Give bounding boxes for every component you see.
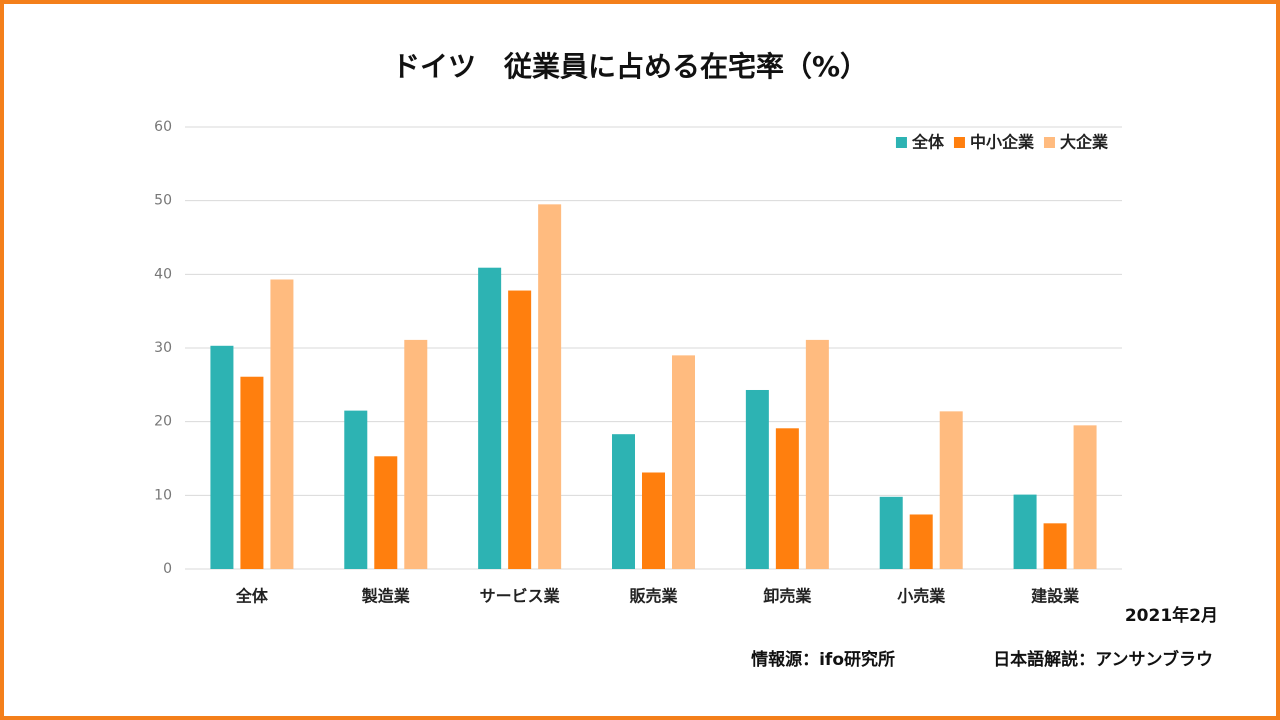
- bar: [642, 472, 665, 569]
- bar: [1073, 425, 1097, 569]
- bar: [1013, 494, 1037, 569]
- bar: [1043, 523, 1067, 569]
- bar: [508, 290, 532, 569]
- x-tick-label: 製造業: [361, 587, 411, 606]
- x-tick-label: 小売業: [897, 587, 946, 606]
- legend-label: 中小企業: [970, 133, 1035, 152]
- credit-note: 日本語解説：アンサンブラウ: [993, 649, 1213, 670]
- bar: [538, 204, 562, 569]
- y-tick-label: 0: [163, 561, 172, 577]
- legend-swatch: [1043, 137, 1055, 148]
- bar: [909, 514, 933, 569]
- bar: [775, 428, 799, 569]
- bar: [270, 279, 294, 569]
- bar: [805, 339, 829, 569]
- legend-label: 大企業: [1060, 133, 1109, 152]
- y-tick-label: 50: [154, 193, 172, 209]
- bar: [210, 345, 234, 569]
- y-tick-label: 60: [154, 119, 172, 135]
- date-note: 2021年2月: [1125, 605, 1218, 626]
- x-tick-label: 販売業: [629, 587, 678, 606]
- legend-swatch: [895, 137, 907, 148]
- bar: [344, 410, 368, 569]
- legend-label: 全体: [911, 133, 945, 152]
- bar: [939, 411, 963, 569]
- x-tick-label: サービス業: [480, 587, 561, 606]
- bar: [879, 496, 903, 569]
- chart-title: ドイツ 従業員に占める在宅率（%）: [392, 50, 868, 83]
- y-tick-label: 10: [154, 487, 172, 503]
- y-tick-label: 20: [154, 414, 172, 430]
- bar: [240, 376, 264, 569]
- y-tick-label: 40: [154, 266, 172, 282]
- x-tick-label: 卸売業: [763, 587, 812, 606]
- bar: [478, 267, 502, 569]
- legend-swatch: [953, 137, 965, 148]
- source-note: 情報源：ifo研究所: [751, 649, 895, 670]
- bar: [374, 456, 398, 569]
- bar: [404, 339, 428, 569]
- x-tick-label: 全体: [235, 587, 269, 606]
- bar: [672, 355, 695, 569]
- x-tick-label: 建設業: [1031, 587, 1080, 606]
- bar: [745, 389, 769, 569]
- y-tick-label: 30: [154, 340, 172, 356]
- bar: [612, 434, 635, 569]
